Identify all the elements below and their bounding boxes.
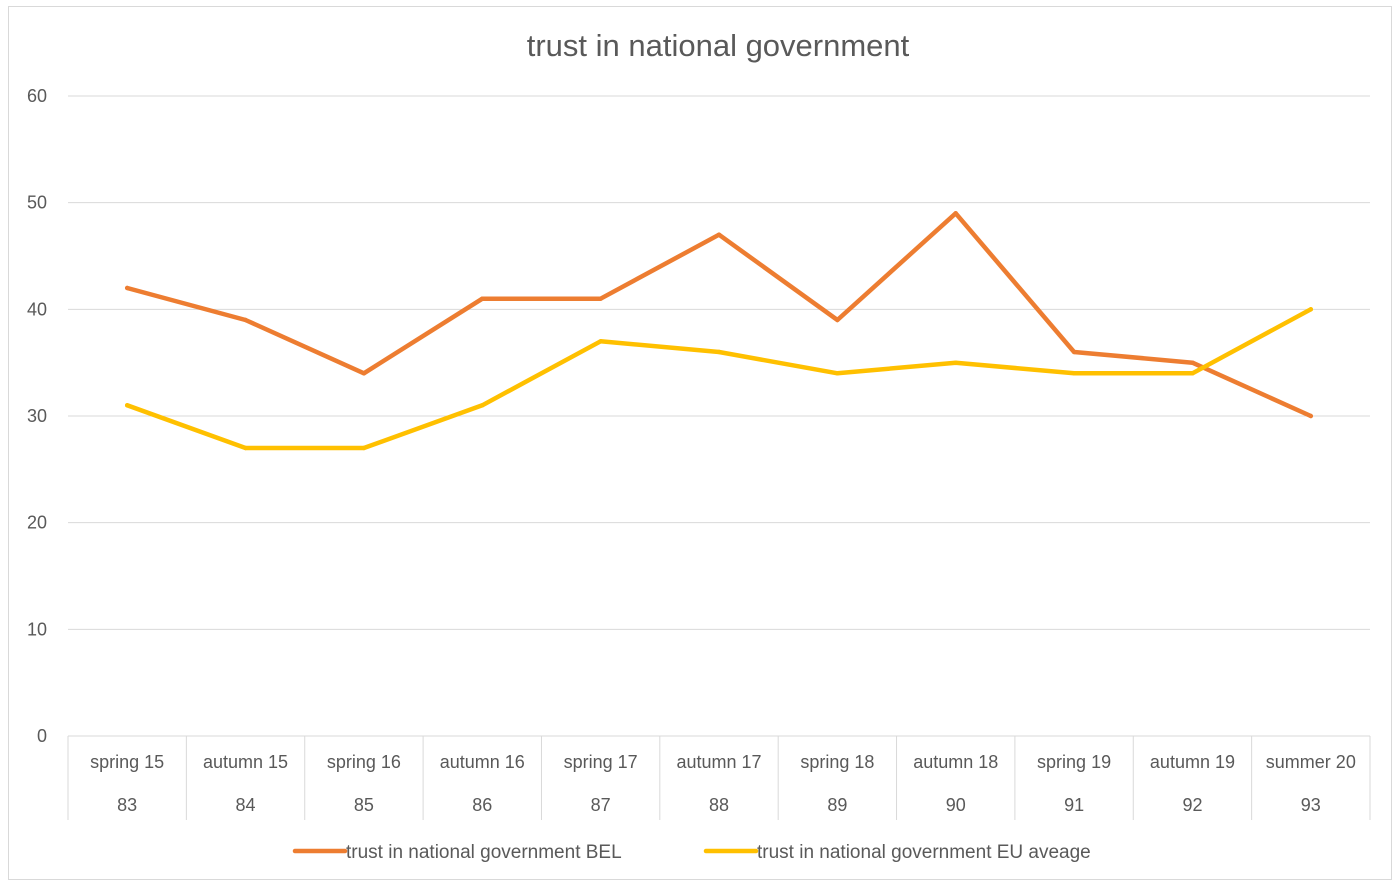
- series-line-2: [124, 307, 1314, 451]
- series-line-1: [124, 211, 1314, 419]
- data-point: [716, 349, 722, 355]
- data-point: [1308, 413, 1314, 419]
- legend: trust in national government BEL trust in…: [292, 842, 1091, 863]
- data-point: [1190, 360, 1195, 365]
- data-point: [361, 371, 367, 376]
- data-point: [835, 371, 840, 376]
- x-tick-label: autumn 16: [440, 752, 525, 772]
- x-tick-label: spring 18: [800, 752, 874, 772]
- data-point: [124, 403, 130, 408]
- x-tick-sublabel: 87: [591, 795, 611, 815]
- chart-frame: [8, 6, 1392, 880]
- y-tick-label: 0: [37, 726, 47, 746]
- x-axis: spring 15 83 autumn 15 84 spring 16 85 autumn …: [67, 736, 1371, 820]
- data-point: [598, 339, 603, 344]
- x-tick-sublabel: 88: [709, 795, 729, 815]
- y-tick-label: 40: [27, 299, 47, 319]
- data-point: [480, 296, 485, 301]
- y-tick-label: 30: [27, 406, 47, 426]
- data-point: [124, 285, 130, 291]
- data-point: [243, 445, 248, 451]
- data-point: [361, 445, 367, 451]
- y-tick-label: 60: [27, 86, 47, 106]
- x-tick-sublabel: 83: [117, 795, 137, 815]
- data-point: [243, 317, 248, 323]
- chart-title: trust in national government: [527, 28, 910, 63]
- data-point: [1071, 371, 1077, 376]
- x-tick-sublabel: 92: [1182, 795, 1202, 815]
- y-tick-label: 10: [27, 619, 47, 639]
- x-tick-label: autumn 19: [1150, 752, 1235, 772]
- x-tick-sublabel: 93: [1301, 795, 1321, 815]
- data-point: [716, 232, 722, 237]
- y-tick-label: 20: [27, 513, 47, 533]
- x-tick-sublabel: 90: [946, 795, 966, 815]
- data-point: [1071, 349, 1077, 355]
- y-tick-label: 50: [27, 193, 47, 213]
- data-point: [1308, 307, 1314, 312]
- legend-label: trust in national government EU aveage: [757, 842, 1091, 863]
- legend-label: trust in national government BEL: [346, 842, 622, 863]
- x-tick-label: spring 17: [564, 752, 638, 772]
- x-tick-sublabel: 91: [1064, 795, 1084, 815]
- x-tick-label: spring 15: [90, 752, 164, 772]
- data-point: [835, 317, 840, 323]
- x-tick-label: autumn 18: [913, 752, 998, 772]
- data-point: [480, 403, 485, 408]
- series-lines: [124, 211, 1314, 451]
- data-point: [1190, 371, 1195, 376]
- x-tick-label: autumn 17: [676, 752, 761, 772]
- data-point: [598, 296, 603, 301]
- gridlines: [68, 95, 1370, 737]
- x-tick-label: autumn 15: [203, 752, 288, 772]
- x-tick-sublabel: 86: [472, 795, 492, 815]
- data-point: [953, 360, 958, 365]
- x-tick-label: spring 16: [327, 752, 401, 772]
- x-tick-sublabel: 84: [236, 795, 256, 815]
- x-tick-sublabel: 85: [354, 795, 374, 815]
- x-tick-label: spring 19: [1037, 752, 1111, 772]
- x-tick-sublabel: 89: [827, 795, 847, 815]
- y-axis: 0 10 20 30 40 50 60: [27, 86, 47, 746]
- data-point: [953, 211, 958, 216]
- x-tick-label: summer 20: [1266, 752, 1356, 772]
